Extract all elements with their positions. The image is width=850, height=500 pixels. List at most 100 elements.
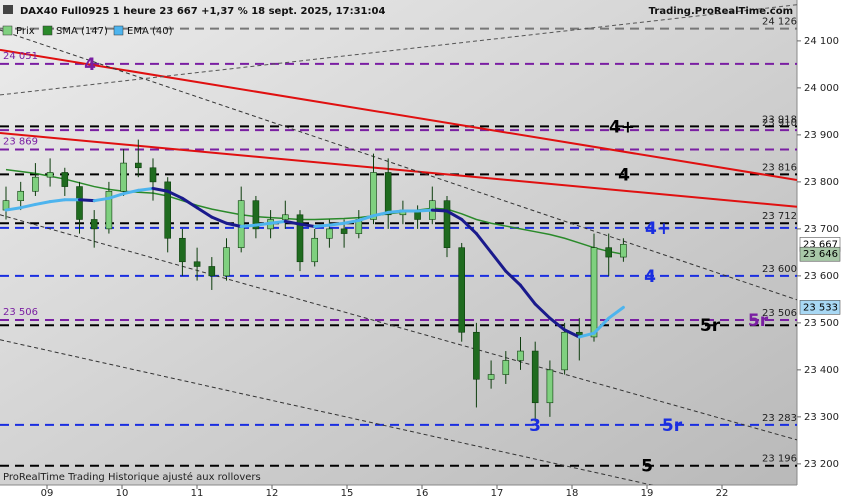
candle-body <box>443 200 451 248</box>
ema-segment <box>33 200 52 206</box>
ema-segment <box>372 210 390 218</box>
ema-segment <box>122 188 140 196</box>
level-label: 23 869 <box>3 136 38 147</box>
candle-body <box>135 162 142 169</box>
price-tag <box>799 246 841 262</box>
candle-body <box>384 172 392 216</box>
candle-body <box>149 167 157 183</box>
candle-body <box>281 214 289 220</box>
candle-body <box>531 350 539 404</box>
ema-segment <box>151 186 170 193</box>
candle-body <box>473 331 480 380</box>
y-tick-label: 23 500 <box>804 318 839 329</box>
candle-body <box>296 214 304 263</box>
ema-segment <box>533 302 552 320</box>
candle-body <box>120 162 127 192</box>
legend-swatch <box>113 25 124 36</box>
ema-segment <box>180 196 199 210</box>
legend-swatch <box>2 25 13 36</box>
ema-segment <box>489 250 508 273</box>
candle-body <box>458 247 466 333</box>
x-tick-label: 15 <box>341 488 354 499</box>
trendline <box>0 4 797 96</box>
y-tick-label: 23 400 <box>804 365 839 376</box>
y-tick-label: 23 200 <box>804 459 839 470</box>
legend-label: EMA (40) <box>127 26 173 37</box>
y-tick-label: 24 100 <box>804 36 839 47</box>
level-note: 5r <box>748 311 769 331</box>
level-note: 3 <box>529 416 541 436</box>
ema-segment <box>519 283 537 306</box>
ema-segment <box>577 331 596 339</box>
x-tick-label: 19 <box>641 488 654 499</box>
x-tick-label: 10 <box>116 488 129 499</box>
legend-label: SMA (147) <box>56 26 108 37</box>
price-tag-label: 23 533 <box>803 302 838 313</box>
price-tag-label: 23 667 <box>803 239 838 250</box>
level-label: 23 712 <box>762 211 797 222</box>
legend-label: Prix <box>16 26 35 37</box>
y-tick-label: 23 800 <box>804 177 839 188</box>
x-tick-label: 17 <box>491 488 504 499</box>
level-note: 4 <box>618 165 630 185</box>
ema-segment <box>474 232 493 254</box>
ema-segment <box>107 192 126 200</box>
level-note: 5 <box>641 457 653 477</box>
ema-segment <box>48 198 67 204</box>
ema-segment <box>92 196 111 203</box>
candle-body <box>76 186 83 220</box>
x-tick-label: 12 <box>266 488 279 499</box>
candle-body <box>517 350 524 361</box>
chart-title: DAX40 Full0925 1 heure 23 667 +1,37 % 18… <box>20 6 385 17</box>
level-note: 4 <box>84 55 96 75</box>
ema-segment <box>313 223 331 229</box>
header-icon <box>3 5 13 14</box>
trendline <box>0 214 797 441</box>
level-label: 23 283 <box>762 413 797 424</box>
plot <box>0 4 797 485</box>
level-label: 24 126 <box>762 17 797 28</box>
ema-segment <box>210 215 228 225</box>
ema-segment <box>327 221 346 227</box>
level-label: 23 918 <box>762 114 797 125</box>
ema-segment <box>592 316 611 335</box>
candle-body <box>340 228 348 234</box>
x-axis-background <box>0 485 797 500</box>
ema-segment <box>254 221 273 227</box>
candle-body <box>605 247 613 258</box>
ema-segment <box>78 198 96 203</box>
candle-body <box>61 172 69 187</box>
ema-segment <box>342 218 361 225</box>
ema-segment <box>386 209 405 214</box>
candle-body <box>252 200 260 230</box>
trendline <box>0 132 797 208</box>
candle-body <box>311 237 319 263</box>
ema-segment <box>416 208 434 213</box>
level-note: 5r <box>700 316 721 336</box>
candle-body <box>326 228 333 239</box>
trendline <box>0 339 654 485</box>
x-tick-label: 22 <box>716 488 729 499</box>
price-tag <box>799 300 841 315</box>
level-label: 23 196 <box>762 454 797 465</box>
ema-segment <box>445 209 464 221</box>
candle-body <box>620 244 627 258</box>
level-label: 23 506 <box>3 307 38 318</box>
candle-body <box>46 172 54 178</box>
y-tick-label: 23 300 <box>804 412 839 423</box>
source: Trading.ProRealTime.com <box>649 6 793 17</box>
ema-segment <box>504 269 522 287</box>
price-tag-label: 23 646 <box>803 249 838 260</box>
level-label: 23 910 <box>762 118 797 129</box>
ema-segment <box>298 222 317 229</box>
candle-body <box>105 190 113 230</box>
ema-segment <box>225 221 243 229</box>
ema-segment <box>269 219 287 225</box>
legend-swatch <box>42 25 53 36</box>
level-label: 23 600 <box>762 264 797 275</box>
y-tick-label: 23 700 <box>804 224 839 235</box>
candle-body <box>164 181 171 239</box>
ema-segment <box>607 305 625 320</box>
